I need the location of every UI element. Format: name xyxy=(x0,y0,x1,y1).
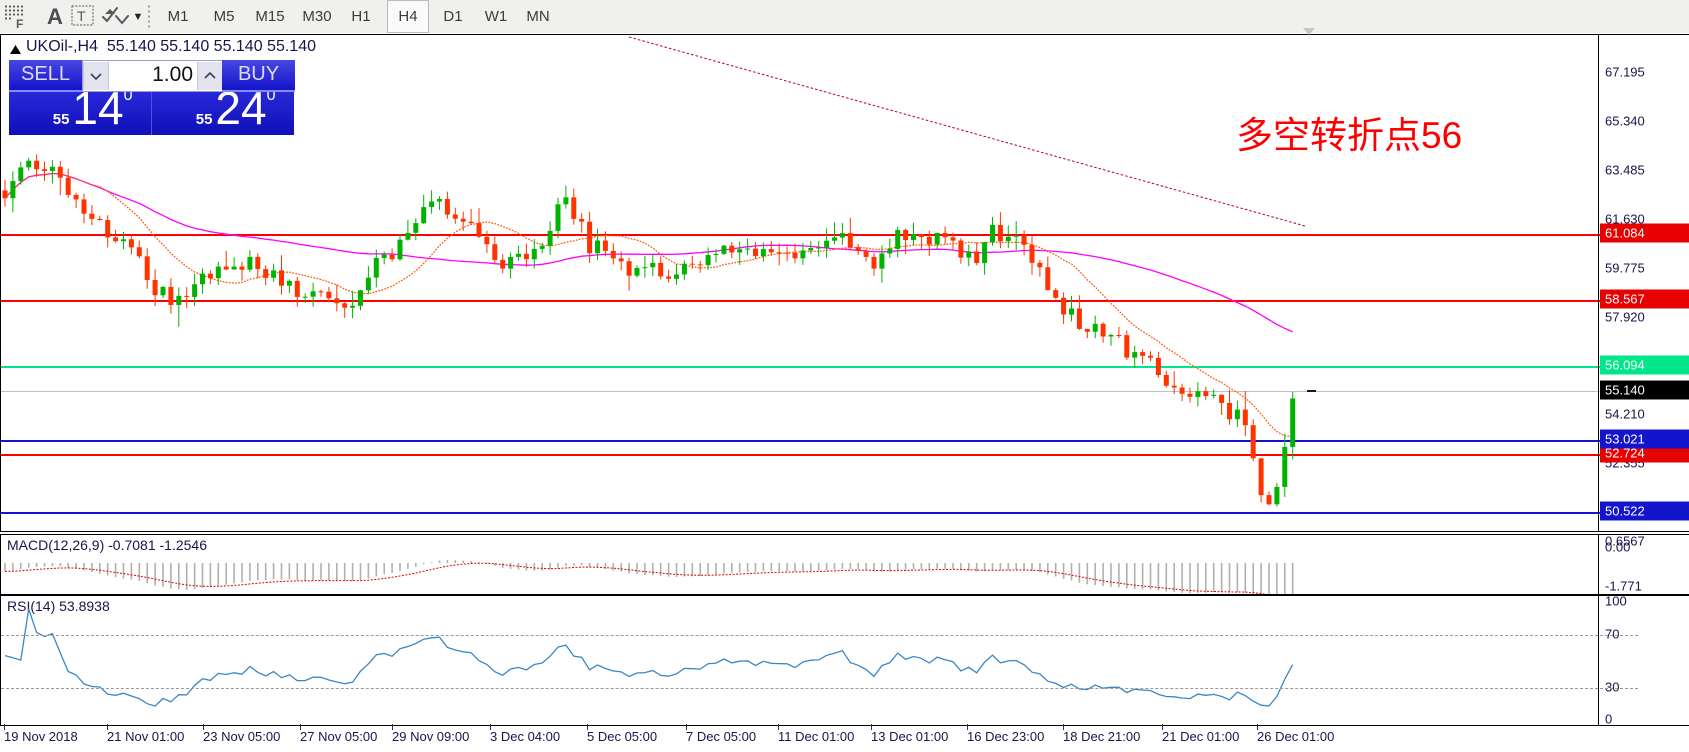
svg-text:T: T xyxy=(77,8,86,24)
svg-text:F: F xyxy=(16,17,23,29)
